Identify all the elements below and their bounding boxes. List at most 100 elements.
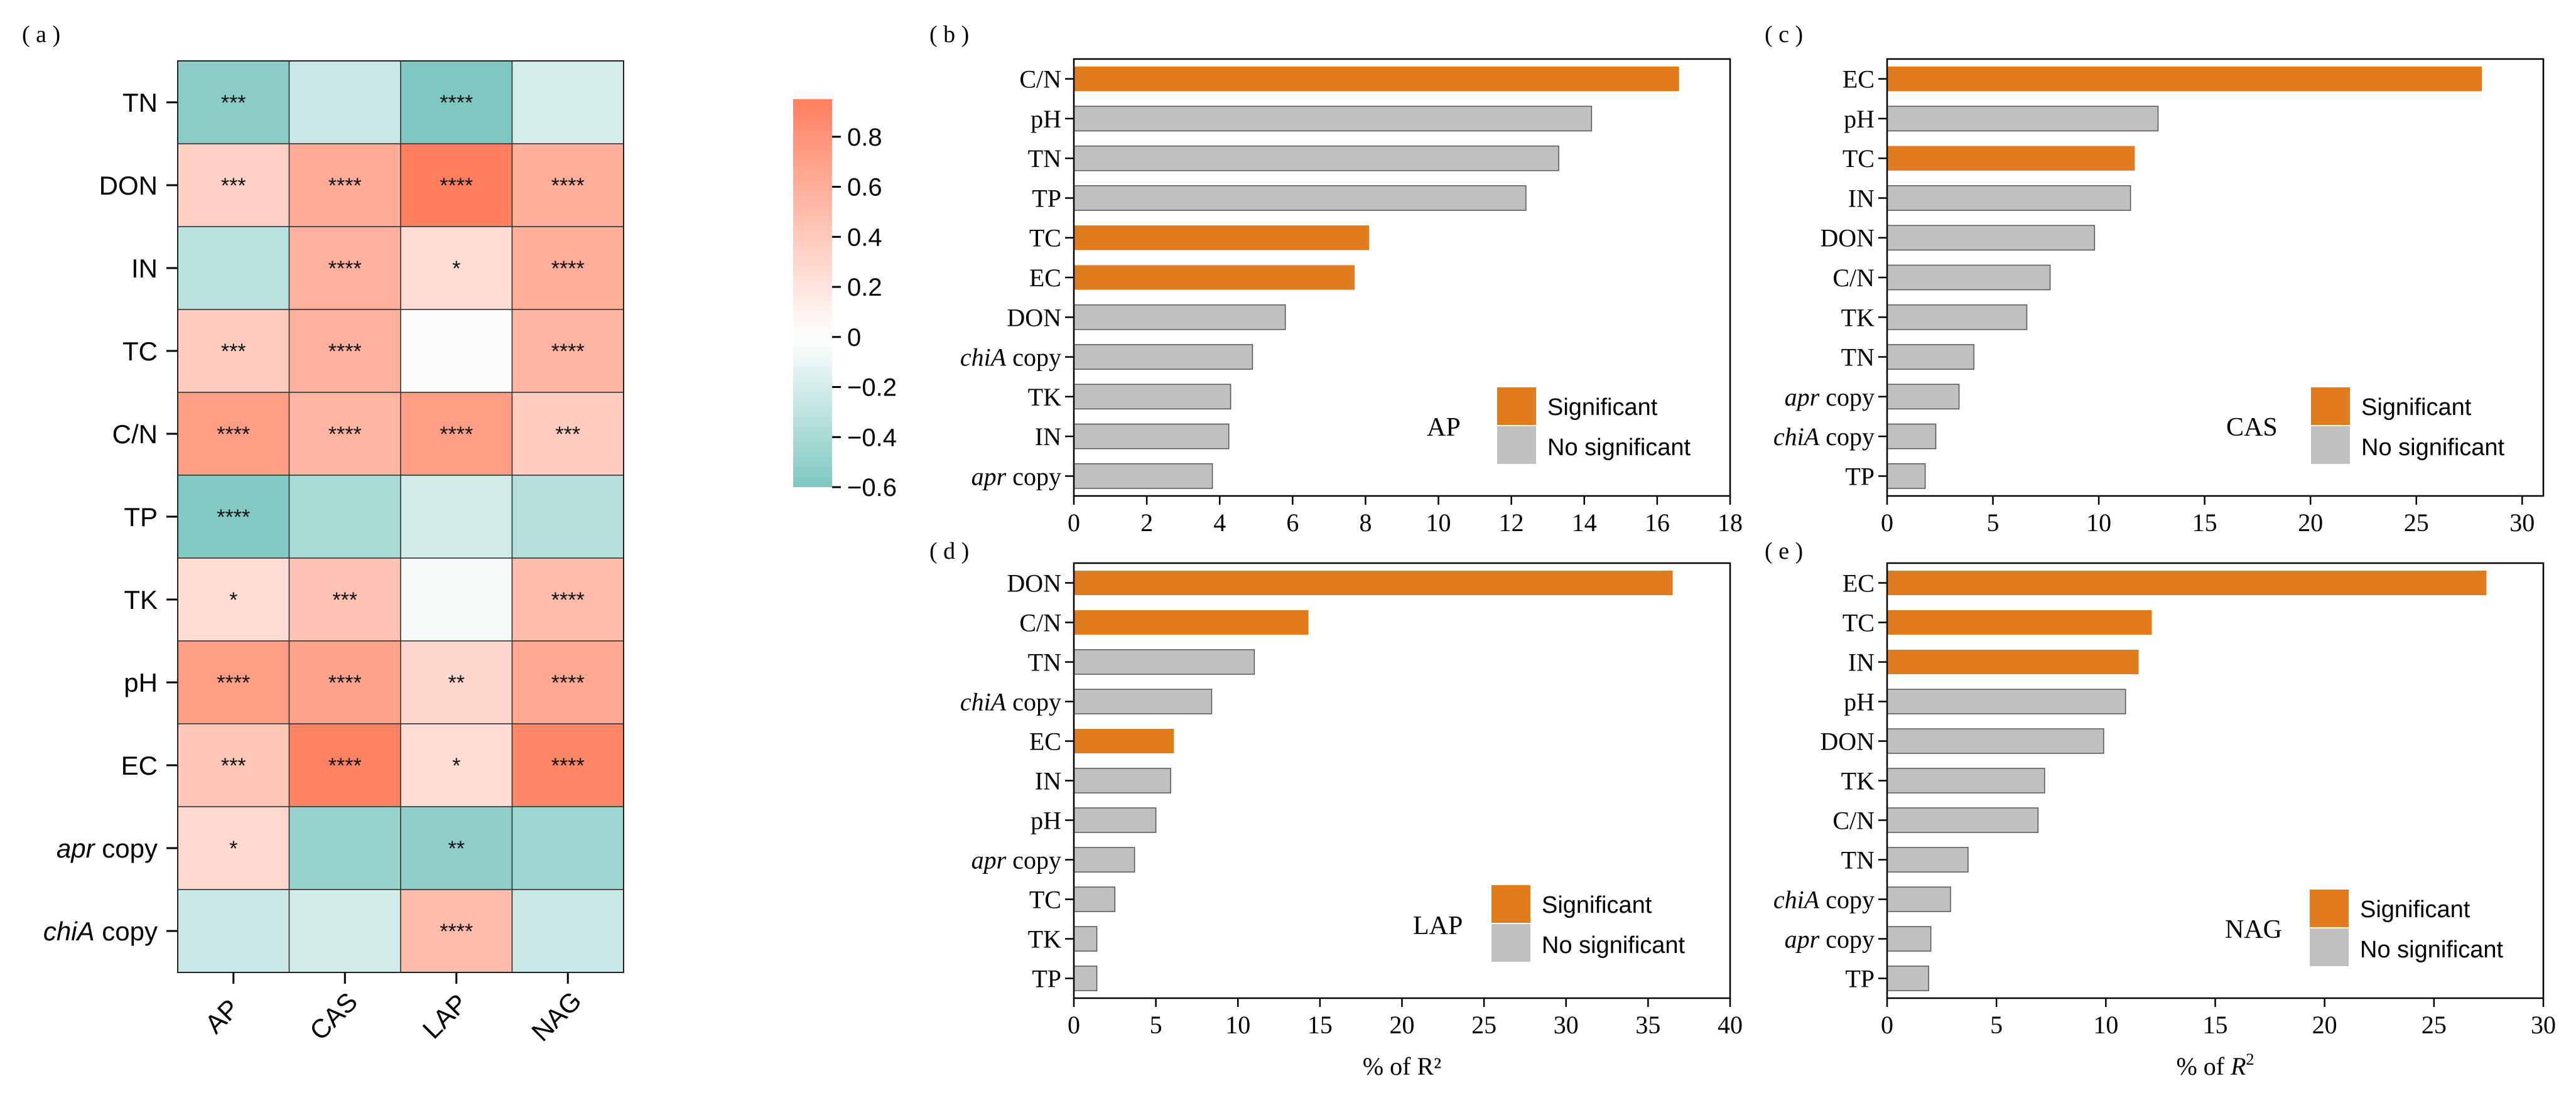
category-label-suffix: copy <box>1819 422 1875 451</box>
heatmap-cell <box>511 640 624 724</box>
heatmap-cell <box>177 557 290 642</box>
heatmap-cell <box>511 226 624 310</box>
bar <box>1073 344 1253 370</box>
heatmap-cell <box>288 723 401 807</box>
x-tick-label: 10 <box>1225 1011 1250 1039</box>
bar <box>1887 570 2487 596</box>
x-tick-label: 10 <box>2086 508 2111 537</box>
category-label: C/N <box>1832 264 1875 292</box>
category-label: EC <box>1029 728 1061 756</box>
bar <box>1887 610 2152 635</box>
bar <box>1074 728 1174 754</box>
category-label: DON <box>1007 569 1061 598</box>
significance-mark: ** <box>448 671 465 695</box>
category-label: apr copy <box>1785 925 1875 954</box>
bar <box>1073 886 1116 912</box>
bar <box>1886 689 2126 714</box>
category-label: pH <box>1031 105 1061 133</box>
x-tick-label: 5 <box>1150 1011 1162 1039</box>
bar <box>1887 67 2482 92</box>
heatmap-frame <box>177 60 624 973</box>
heatmap-cell <box>177 475 290 559</box>
heatmap-cell <box>400 309 513 393</box>
category-label: TK <box>1028 925 1061 954</box>
plot-frame <box>1886 58 2545 497</box>
significance-mark: **** <box>328 422 362 446</box>
category-label-suffix: copy <box>1006 846 1061 874</box>
x-axis-label-sup: 2 <box>2246 1050 2254 1068</box>
row-label: TC <box>122 336 158 366</box>
colorbar-bar <box>793 99 832 487</box>
category-label-italic: apr <box>1785 925 1820 954</box>
significance-mark: * <box>229 837 237 861</box>
x-tick-label: 30 <box>2509 508 2535 537</box>
panel-label-b: ( b ) <box>929 21 969 48</box>
x-axis-label: % of R2 <box>2176 1050 2254 1080</box>
x-tick-label: 25 <box>2422 1011 2447 1039</box>
heatmap-cell <box>511 889 624 973</box>
heatmap-cell <box>400 60 513 144</box>
heatmap-cell <box>177 889 290 973</box>
column-label: NAG <box>526 986 587 1047</box>
x-tick-label: 10 <box>1426 508 1451 537</box>
row-label-suffix: copy <box>95 917 158 946</box>
bar <box>1886 185 2131 211</box>
category-label: EC <box>1843 65 1875 94</box>
bar <box>1074 225 1370 250</box>
category-label-italic: apr <box>1785 383 1820 411</box>
significance-mark: **** <box>328 174 362 198</box>
category-label: EC <box>1843 569 1875 598</box>
category-label: pH <box>1844 688 1875 716</box>
significance-mark: *** <box>332 588 357 612</box>
heatmap-cell <box>288 392 401 476</box>
row-label: apr copy <box>57 834 158 863</box>
bar <box>1886 423 1937 449</box>
heatmap-cell <box>511 60 624 144</box>
category-label: C/N <box>1019 609 1061 637</box>
row-label: TN <box>122 88 158 117</box>
x-tick-label: 15 <box>2192 508 2217 537</box>
column-label: AP <box>199 993 245 1039</box>
significance-mark: **** <box>217 671 250 695</box>
category-label: TC <box>1029 224 1061 252</box>
panel-label-d: ( d ) <box>929 538 969 564</box>
x-tick-label: 30 <box>2531 1011 2556 1039</box>
bar <box>1886 225 2096 251</box>
significance-mark: **** <box>328 671 362 695</box>
colorbar-tick-label: −0.4 <box>847 424 897 451</box>
legend-label-no-significant: No significant <box>1547 434 1691 461</box>
bar <box>1886 847 1969 873</box>
significance-mark: **** <box>551 754 585 778</box>
category-label: IN <box>1035 422 1061 451</box>
legend-label-no-significant: No significant <box>2361 434 2505 461</box>
significance-mark: **** <box>551 588 585 612</box>
enzyme-label: LAP <box>1413 912 1463 940</box>
heatmap-cell <box>288 60 401 144</box>
category-label-suffix: copy <box>1006 343 1061 372</box>
significance-mark: **** <box>328 257 362 281</box>
category-label: chiA copy <box>960 688 1061 716</box>
significance-mark: **** <box>217 422 250 446</box>
heatmap-cell <box>177 723 290 807</box>
row-label: EC <box>121 751 158 780</box>
significance-mark: **** <box>440 920 473 944</box>
x-tick-label: 10 <box>2093 1011 2118 1039</box>
category-label-suffix: copy <box>1006 688 1061 716</box>
row-label: chiA copy <box>43 917 158 946</box>
legend-label-no-significant: No significant <box>1542 932 1686 959</box>
category-label-italic: apr <box>971 846 1007 874</box>
category-label: TK <box>1841 303 1875 331</box>
legend-swatch-significant <box>1497 387 1536 425</box>
significance-mark: *** <box>221 340 246 363</box>
x-tick-label: 40 <box>1718 1011 1743 1039</box>
significance-mark: **** <box>551 174 585 198</box>
row-label-suffix: copy <box>95 834 158 863</box>
legend-label-no-significant: No significant <box>2360 937 2504 963</box>
x-tick-label: 5 <box>1990 1011 2003 1039</box>
bar <box>1073 304 1286 330</box>
bar <box>1886 384 1960 410</box>
x-tick-label: 6 <box>1286 508 1299 537</box>
category-label: TN <box>1841 846 1875 874</box>
significance-mark: **** <box>440 91 473 115</box>
column-label: CAS <box>304 987 363 1046</box>
